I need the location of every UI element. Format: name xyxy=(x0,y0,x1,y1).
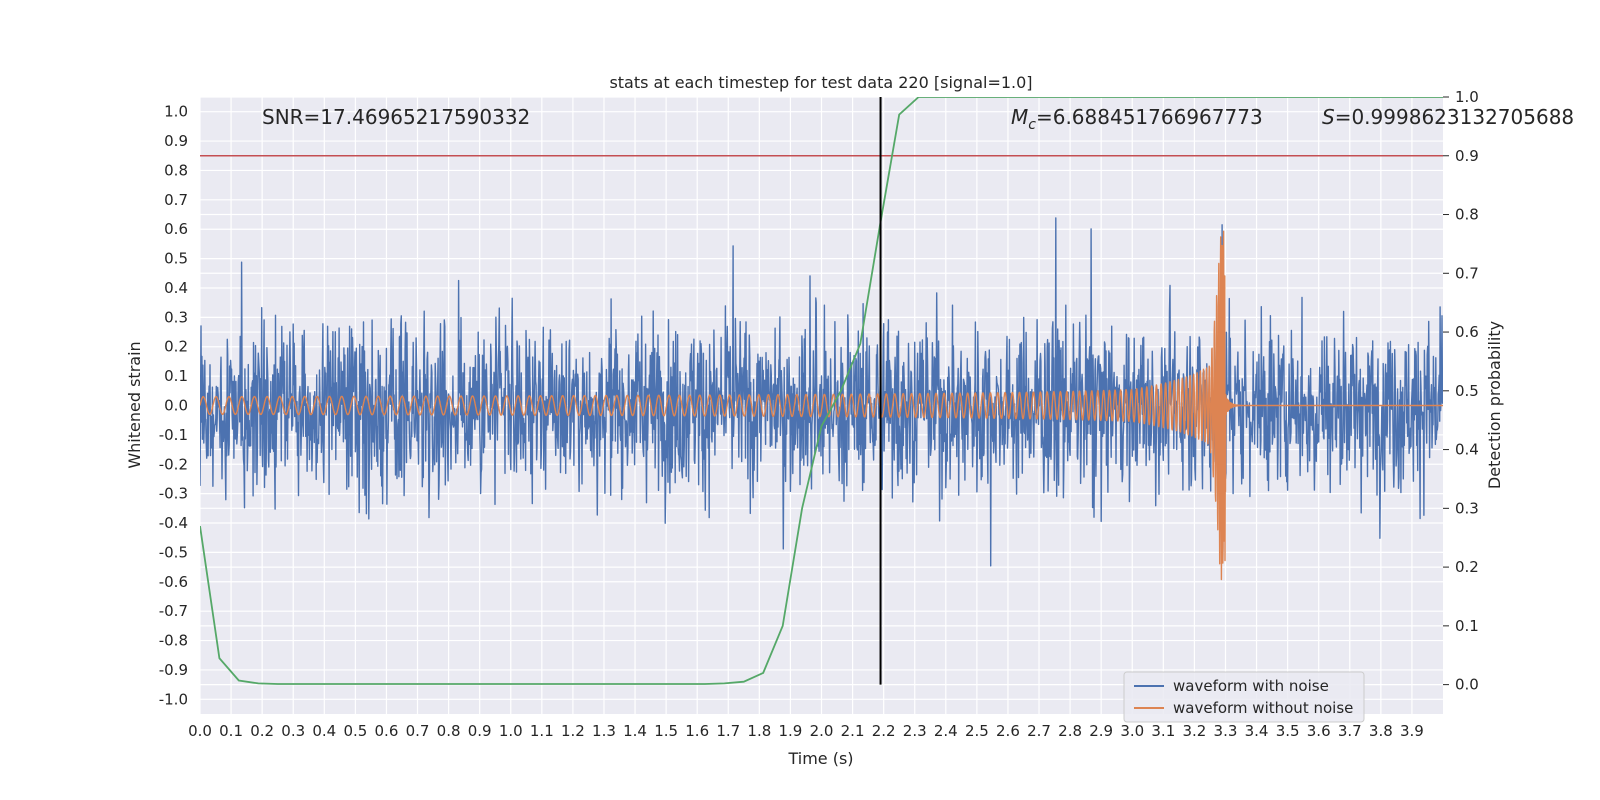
y-tick-label: 0.1 xyxy=(164,367,188,385)
series-waveform-with-noise xyxy=(200,217,1443,567)
x-tick-label: 0.6 xyxy=(375,722,399,740)
x-tick-label: 1.1 xyxy=(530,722,554,740)
x-tick-label: 2.8 xyxy=(1058,722,1082,740)
x-tick-label: 2.3 xyxy=(903,722,927,740)
y-tick-label: -1.0 xyxy=(159,690,188,708)
x-tick-label: 1.6 xyxy=(685,722,709,740)
y2-tick-label: 0.9 xyxy=(1455,147,1479,165)
x-tick-label: 3.7 xyxy=(1338,722,1362,740)
x-tick-label: 2.5 xyxy=(965,722,989,740)
y-tick-label: 0.0 xyxy=(164,397,188,415)
x-tick-label: 0.8 xyxy=(437,722,461,740)
x-tick-label: 2.4 xyxy=(934,722,958,740)
x-axis-ticks: 0.0 0.1 0.2 0.3 0.4 0.5 0.6 0.7 0.8 0.9 1.0 1.1 1.2 1… xyxy=(188,722,1424,740)
y-tick-label: 0.3 xyxy=(164,308,188,326)
x-tick-label: 0.2 xyxy=(250,722,274,740)
y-tick-label: -0.3 xyxy=(159,485,188,503)
x-tick-label: 1.4 xyxy=(623,722,647,740)
y-tick-label: -0.1 xyxy=(159,426,188,444)
x-tick-label: 3.0 xyxy=(1120,722,1144,740)
x-tick-label: 1.5 xyxy=(654,722,678,740)
y-tick-label: -0.7 xyxy=(159,602,188,620)
x-tick-label: 3.1 xyxy=(1151,722,1175,740)
x-tick-label: 2.9 xyxy=(1089,722,1113,740)
x-tick-label: 3.2 xyxy=(1182,722,1206,740)
x-tick-label: 3.3 xyxy=(1214,722,1238,740)
y2-axis-label: Detection probability xyxy=(1485,321,1504,489)
x-tick-label: 3.6 xyxy=(1307,722,1331,740)
chart-title: stats at each timestep for test data 220… xyxy=(609,73,1032,92)
chirp-mass-annotation: Mc=6.688451766967773 xyxy=(1011,105,1263,133)
y2-tick-label: 1.0 xyxy=(1455,88,1479,106)
y-tick-label: 0.8 xyxy=(164,161,188,179)
y-tick-label: 0.9 xyxy=(164,132,188,150)
y-tick-label: -0.4 xyxy=(159,514,188,532)
legend-label-waveform-with-noise: waveform with noise xyxy=(1173,677,1329,695)
x-tick-label: 0.3 xyxy=(281,722,305,740)
x-tick-label: 1.7 xyxy=(716,722,740,740)
x-tick-label: 2.1 xyxy=(841,722,865,740)
y-tick-label: 0.6 xyxy=(164,220,188,238)
y2-tick-label: 0.2 xyxy=(1455,558,1479,576)
y-tick-label: 1.0 xyxy=(164,103,188,121)
x-tick-label: 2.6 xyxy=(996,722,1020,740)
x-tick-label: 2.2 xyxy=(872,722,896,740)
x-tick-label: 0.1 xyxy=(219,722,243,740)
series-waveform-without-noise xyxy=(200,230,1443,581)
x-tick-label: 1.2 xyxy=(561,722,585,740)
y-tick-label: -0.6 xyxy=(159,573,188,591)
legend: waveform with noise waveform without noi… xyxy=(1123,671,1365,723)
y2-tick-label: 0.0 xyxy=(1455,676,1479,694)
y-tick-label: -0.2 xyxy=(159,455,188,473)
x-tick-label: 1.3 xyxy=(592,722,616,740)
y-axis-ticks: -1.0 -0.9 -0.8 -0.7 -0.6 -0.5 -0.4 -0.3 -0.2 -0.1… xyxy=(159,103,188,709)
y-tick-label: 0.5 xyxy=(164,250,188,268)
y2-tick-label: 0.3 xyxy=(1455,499,1479,517)
snr-annotation: SNR=17.46965217590332 xyxy=(262,105,530,129)
y-tick-label: -0.9 xyxy=(159,661,188,679)
y2-tick-label: 0.5 xyxy=(1455,382,1479,400)
plot-area xyxy=(200,97,1443,685)
y-tick-label: 0.2 xyxy=(164,338,188,356)
x-tick-label: 0.4 xyxy=(312,722,336,740)
y-tick-label: -0.8 xyxy=(159,632,188,650)
series-detection-probability xyxy=(200,97,1443,685)
x-tick-label: 3.9 xyxy=(1400,722,1424,740)
x-tick-label: 2.0 xyxy=(810,722,834,740)
x-tick-label: 3.4 xyxy=(1245,722,1269,740)
legend-label-waveform-without-noise: waveform without noise xyxy=(1173,699,1353,717)
x-axis-label: Time (s) xyxy=(787,749,853,768)
x-tick-label: 1.8 xyxy=(747,722,771,740)
x-tick-label: 1.9 xyxy=(778,722,802,740)
x-tick-label: 1.0 xyxy=(499,722,523,740)
y2-tick-label: 0.6 xyxy=(1455,323,1479,341)
x-tick-label: 0.0 xyxy=(188,722,212,740)
y-tick-label: 0.4 xyxy=(164,279,188,297)
score-annotation: S=0.9998623132705688 xyxy=(1322,105,1574,129)
x-tick-label: 3.5 xyxy=(1276,722,1300,740)
y-tick-label: -0.5 xyxy=(159,543,188,561)
x-tick-label: 0.5 xyxy=(343,722,367,740)
y-tick-label: 0.7 xyxy=(164,191,188,209)
y2-tick-label: 0.4 xyxy=(1455,441,1479,459)
y2-tick-label: 0.1 xyxy=(1455,617,1479,635)
x-tick-label: 3.8 xyxy=(1369,722,1393,740)
x-tick-label: 0.9 xyxy=(468,722,492,740)
y2-tick-label: 0.8 xyxy=(1455,206,1479,224)
x-tick-label: 2.7 xyxy=(1027,722,1051,740)
y2-tick-label: 0.7 xyxy=(1455,264,1479,282)
x-tick-label: 0.7 xyxy=(406,722,430,740)
y2-axis-ticks: 0.0 0.1 0.2 0.3 0.4 0.5 0.6 0.7 0.8 0.9 1.0 xyxy=(1443,88,1479,694)
y-axis-label: Whitened strain xyxy=(125,341,144,468)
